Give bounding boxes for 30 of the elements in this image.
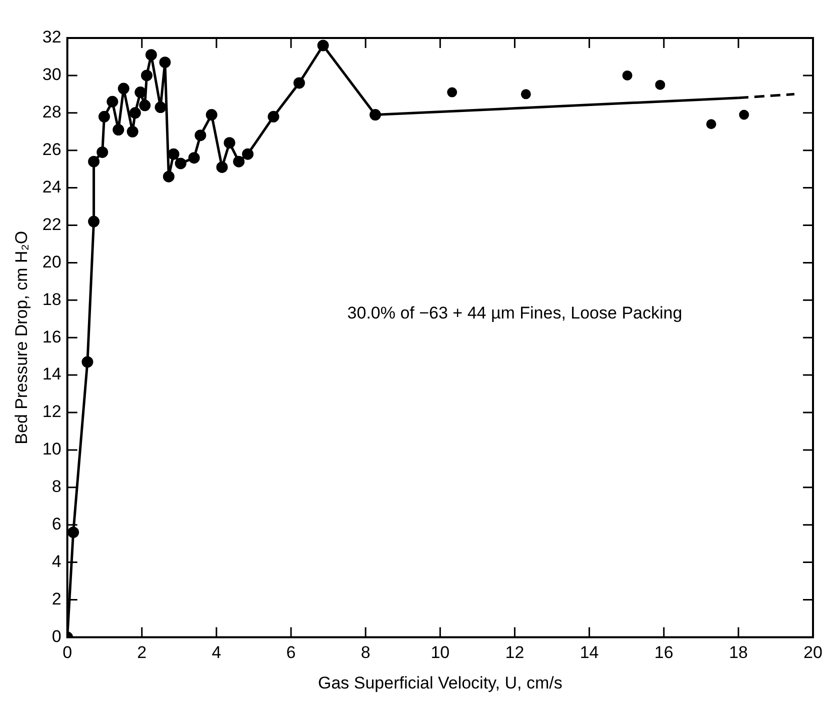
- x-tick-label: 16: [654, 643, 674, 662]
- y-tick-label: 8: [52, 477, 62, 496]
- x-tick-label: 14: [580, 643, 599, 662]
- y-tick-label: 6: [52, 514, 62, 534]
- y-tick-label: 16: [42, 327, 62, 346]
- x-tick-label: 2: [137, 643, 147, 662]
- x-tick-label: 8: [360, 643, 370, 662]
- y-tick-label: 28: [42, 102, 62, 122]
- y-tick-label: 22: [42, 214, 62, 234]
- x-tick-label: 12: [505, 643, 524, 662]
- x-tick-label: 6: [286, 643, 296, 662]
- y-tick-label: 30: [42, 65, 62, 84]
- x-tick-label: 4: [212, 643, 222, 662]
- y-tick-label: 4: [52, 552, 62, 571]
- x-tick-label: 20: [804, 643, 822, 662]
- annotation: 30.0% of −63 + 44 µm Fines, Loose Packing: [347, 303, 682, 322]
- y-tick-label: 18: [42, 290, 62, 309]
- x-tick-label: 18: [728, 643, 748, 662]
- y-tick-label: 2: [52, 589, 62, 608]
- y-tick-label: 20: [42, 252, 62, 272]
- x-axis-title: Gas Superficial Velocity, U, cm/s: [318, 673, 562, 692]
- y-tick-label: 24: [42, 177, 62, 196]
- x-tick-label: 10: [430, 643, 450, 662]
- y-tick-label: 10: [42, 440, 62, 459]
- y-tick-label: 32: [42, 28, 62, 47]
- y-tick-label: 26: [42, 140, 62, 160]
- y-axis-title: Bed Pressure Drop, cm H₂O: [12, 230, 31, 444]
- y-tick-label: 12: [42, 402, 62, 422]
- y-tick-label: 0: [52, 626, 62, 646]
- y-tick-label: 14: [42, 364, 62, 384]
